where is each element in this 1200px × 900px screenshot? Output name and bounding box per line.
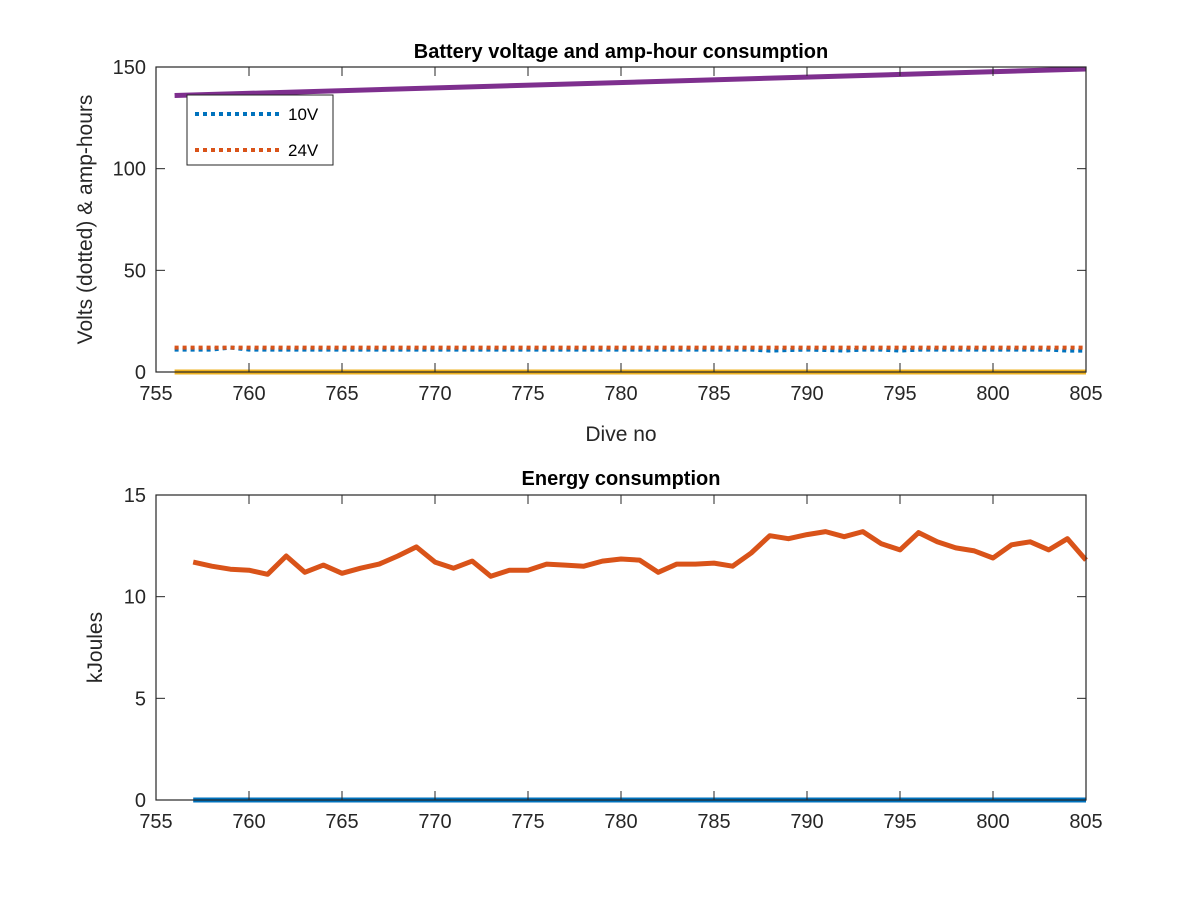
energy-x-tick-label: 770	[418, 811, 451, 833]
battery-y-tick-label: 150	[113, 57, 146, 79]
battery-series-10v-line	[174, 345, 1086, 353]
battery-series-3-line	[174, 66, 1087, 98]
battery-x-tick-label: 760	[232, 383, 265, 405]
energy-x-tick-label: 775	[511, 811, 544, 833]
energy-x-tick-label: 780	[604, 811, 637, 833]
energy-series-1-line	[192, 529, 1088, 579]
battery-legend-box	[186, 94, 334, 166]
battery-x-tick-label: 785	[697, 383, 730, 405]
battery-x-tick-label: 790	[790, 383, 823, 405]
battery-x-tick-label: 775	[511, 383, 544, 405]
energy-y-tick-label: 10	[124, 587, 146, 609]
battery-y-axis-label: Volts (dotted) & amp-hours	[74, 95, 97, 345]
energy-plot-area	[156, 495, 1086, 800]
battery-chart-title: Battery voltage and amp-hour consumption	[414, 41, 828, 63]
battery-y-tick-label: 100	[113, 159, 146, 181]
battery-x-axis-label: Dive no	[585, 423, 656, 446]
energy-x-tick-label: 785	[697, 811, 730, 833]
energy-chart-title: Energy consumption	[522, 468, 721, 490]
energy-x-tick-label: 765	[325, 811, 358, 833]
battery-x-tick-label: 755	[139, 383, 172, 405]
energy-y-axis-label: kJoules	[84, 612, 107, 683]
energy-x-tick-label: 805	[1069, 811, 1102, 833]
energy-y-tick-label: 5	[135, 688, 146, 710]
energy-x-tick-label: 755	[139, 811, 172, 833]
energy-chart: 755 760 765 770 775 780 785 790 795 800 805 0 5 10 15 E…	[84, 468, 1103, 833]
energy-x-tick-label: 760	[232, 811, 265, 833]
energy-y-tick-label: 0	[135, 790, 146, 812]
energy-x-tick-label: 795	[883, 811, 916, 833]
battery-legend-label-10v: 10V	[288, 105, 319, 124]
battery-x-tick-label: 795	[883, 383, 916, 405]
battery-x-tick-label: 780	[604, 383, 637, 405]
battery-legend-label-24v: 24V	[288, 141, 319, 160]
battery-x-tick-label: 770	[418, 383, 451, 405]
battery-x-tick-label: 805	[1069, 383, 1102, 405]
battery-y-tick-label: 50	[124, 260, 146, 282]
energy-x-tick-label: 800	[976, 811, 1009, 833]
battery-chart: 755 760 765 770 775 780 785 790 795 800 805 0 50 100 1…	[74, 41, 1103, 446]
energy-x-tick-label: 790	[790, 811, 823, 833]
battery-y-tick-label: 0	[135, 362, 146, 384]
battery-x-tick-label: 800	[976, 383, 1009, 405]
battery-x-tick-label: 765	[325, 383, 358, 405]
energy-y-tick-label: 15	[124, 485, 146, 507]
